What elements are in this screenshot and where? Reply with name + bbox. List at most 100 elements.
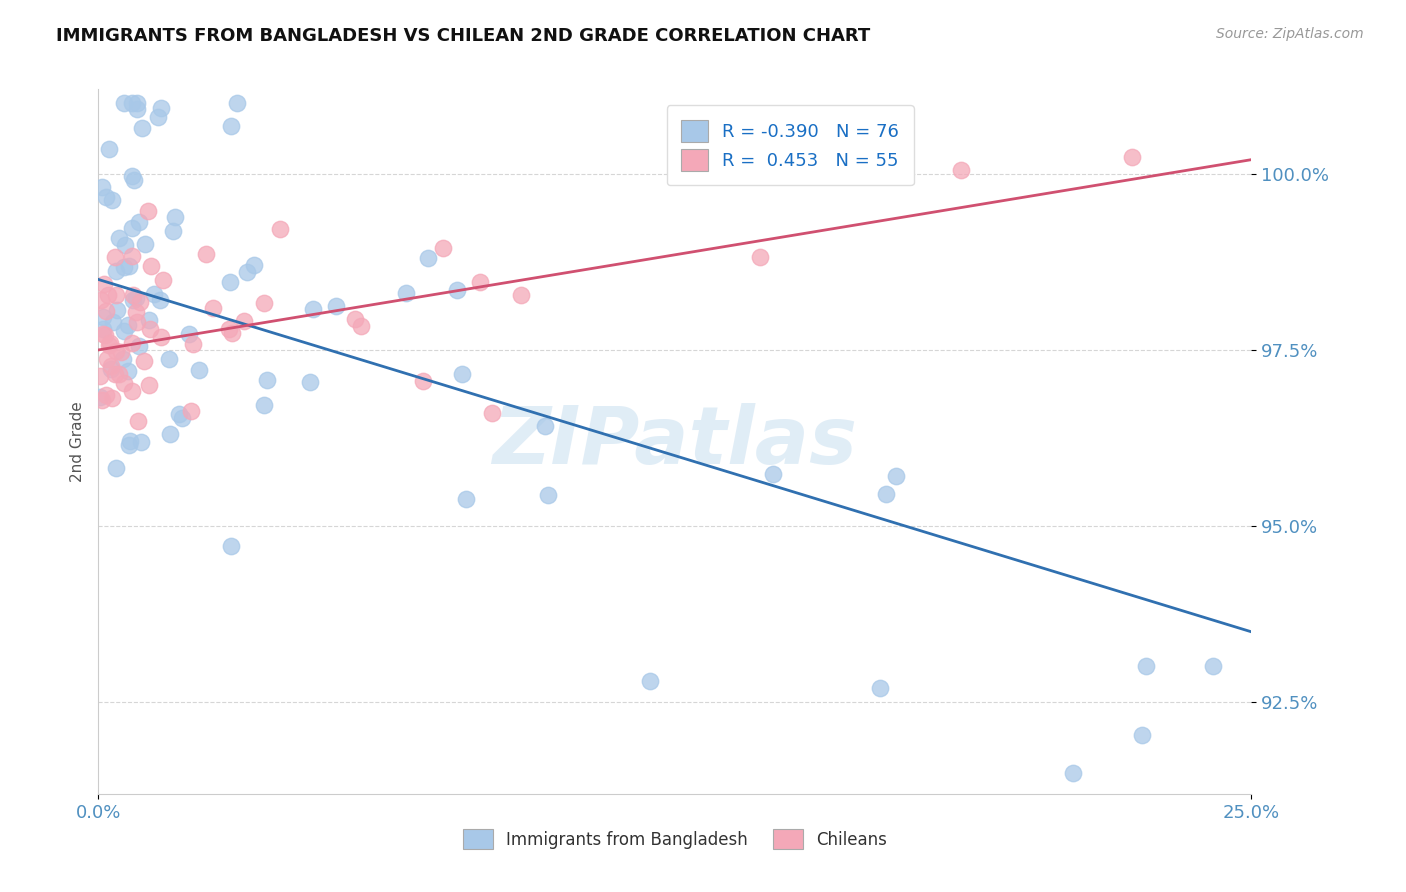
Point bbox=[875, 486, 897, 500]
Point bbox=[125, 102, 148, 116]
Point bbox=[416, 251, 439, 265]
Point bbox=[127, 414, 149, 428]
Point bbox=[1062, 765, 1084, 780]
Point bbox=[134, 237, 156, 252]
Point bbox=[537, 488, 560, 502]
Point bbox=[165, 210, 187, 224]
Point bbox=[127, 315, 149, 329]
Point bbox=[1121, 150, 1143, 164]
Point bbox=[112, 260, 135, 275]
Point bbox=[884, 468, 907, 483]
Point bbox=[125, 96, 148, 111]
Point bbox=[91, 310, 114, 324]
Point bbox=[105, 461, 128, 475]
Point bbox=[510, 288, 533, 302]
Point bbox=[134, 353, 156, 368]
Point bbox=[138, 378, 160, 392]
Point bbox=[301, 301, 323, 316]
Text: ZIPatlas: ZIPatlas bbox=[492, 402, 858, 481]
Point bbox=[93, 277, 115, 291]
Point bbox=[269, 222, 291, 236]
Point bbox=[96, 303, 118, 318]
Point bbox=[98, 142, 121, 156]
Point bbox=[90, 293, 112, 307]
Point bbox=[143, 286, 166, 301]
Point bbox=[91, 392, 114, 407]
Point bbox=[121, 249, 143, 263]
Point bbox=[226, 96, 249, 111]
Point bbox=[117, 318, 139, 332]
Point bbox=[100, 359, 122, 373]
Point bbox=[1135, 658, 1157, 673]
Point bbox=[104, 264, 127, 278]
Point bbox=[350, 319, 373, 334]
Point bbox=[94, 328, 117, 343]
Point bbox=[256, 373, 278, 387]
Point bbox=[159, 427, 181, 442]
Point bbox=[219, 119, 242, 133]
Point bbox=[117, 364, 139, 378]
Point bbox=[114, 238, 136, 252]
Point bbox=[325, 299, 347, 313]
Point bbox=[169, 407, 191, 421]
Point bbox=[108, 368, 131, 382]
Point bbox=[121, 169, 143, 184]
Text: IMMIGRANTS FROM BANGLADESH VS CHILEAN 2ND GRADE CORRELATION CHART: IMMIGRANTS FROM BANGLADESH VS CHILEAN 2N… bbox=[56, 27, 870, 45]
Point bbox=[128, 215, 150, 229]
Point bbox=[235, 265, 257, 279]
Point bbox=[141, 259, 163, 273]
Point bbox=[195, 247, 218, 261]
Point bbox=[128, 339, 150, 353]
Point bbox=[172, 411, 194, 425]
Point bbox=[89, 369, 111, 384]
Point bbox=[146, 110, 169, 124]
Point bbox=[432, 241, 454, 255]
Point bbox=[1202, 659, 1225, 673]
Text: Source: ZipAtlas.com: Source: ZipAtlas.com bbox=[1216, 27, 1364, 41]
Point bbox=[124, 173, 146, 187]
Point bbox=[188, 363, 211, 377]
Point bbox=[91, 326, 114, 341]
Point bbox=[181, 337, 204, 351]
Point bbox=[118, 438, 141, 452]
Point bbox=[218, 322, 240, 336]
Point bbox=[94, 387, 117, 401]
Point bbox=[103, 367, 125, 381]
Point bbox=[136, 204, 159, 219]
Point bbox=[125, 291, 148, 305]
Point bbox=[101, 315, 124, 329]
Point bbox=[91, 322, 114, 336]
Point bbox=[96, 190, 118, 204]
Point bbox=[91, 180, 114, 194]
Point bbox=[253, 398, 276, 412]
Point bbox=[950, 163, 973, 178]
Point bbox=[112, 96, 135, 111]
Point bbox=[128, 294, 150, 309]
Point bbox=[150, 330, 173, 344]
Point bbox=[762, 467, 785, 482]
Point bbox=[129, 435, 152, 450]
Point bbox=[534, 418, 557, 433]
Point bbox=[177, 326, 200, 341]
Point bbox=[233, 314, 256, 328]
Point bbox=[470, 275, 492, 289]
Point bbox=[243, 258, 266, 272]
Point bbox=[748, 250, 770, 264]
Point bbox=[1130, 728, 1153, 742]
Point bbox=[202, 301, 225, 315]
Point bbox=[131, 121, 153, 136]
Y-axis label: 2nd Grade: 2nd Grade bbox=[69, 401, 84, 482]
Legend: Immigrants from Bangladesh, Chileans: Immigrants from Bangladesh, Chileans bbox=[456, 822, 894, 856]
Point bbox=[121, 287, 143, 301]
Point bbox=[97, 338, 120, 352]
Point bbox=[104, 250, 127, 264]
Point bbox=[221, 539, 243, 553]
Point bbox=[150, 101, 173, 115]
Point bbox=[100, 194, 122, 208]
Point bbox=[120, 434, 142, 448]
Point bbox=[221, 326, 243, 340]
Point bbox=[108, 231, 131, 245]
Point bbox=[869, 681, 891, 695]
Point bbox=[89, 390, 111, 404]
Point bbox=[122, 293, 145, 307]
